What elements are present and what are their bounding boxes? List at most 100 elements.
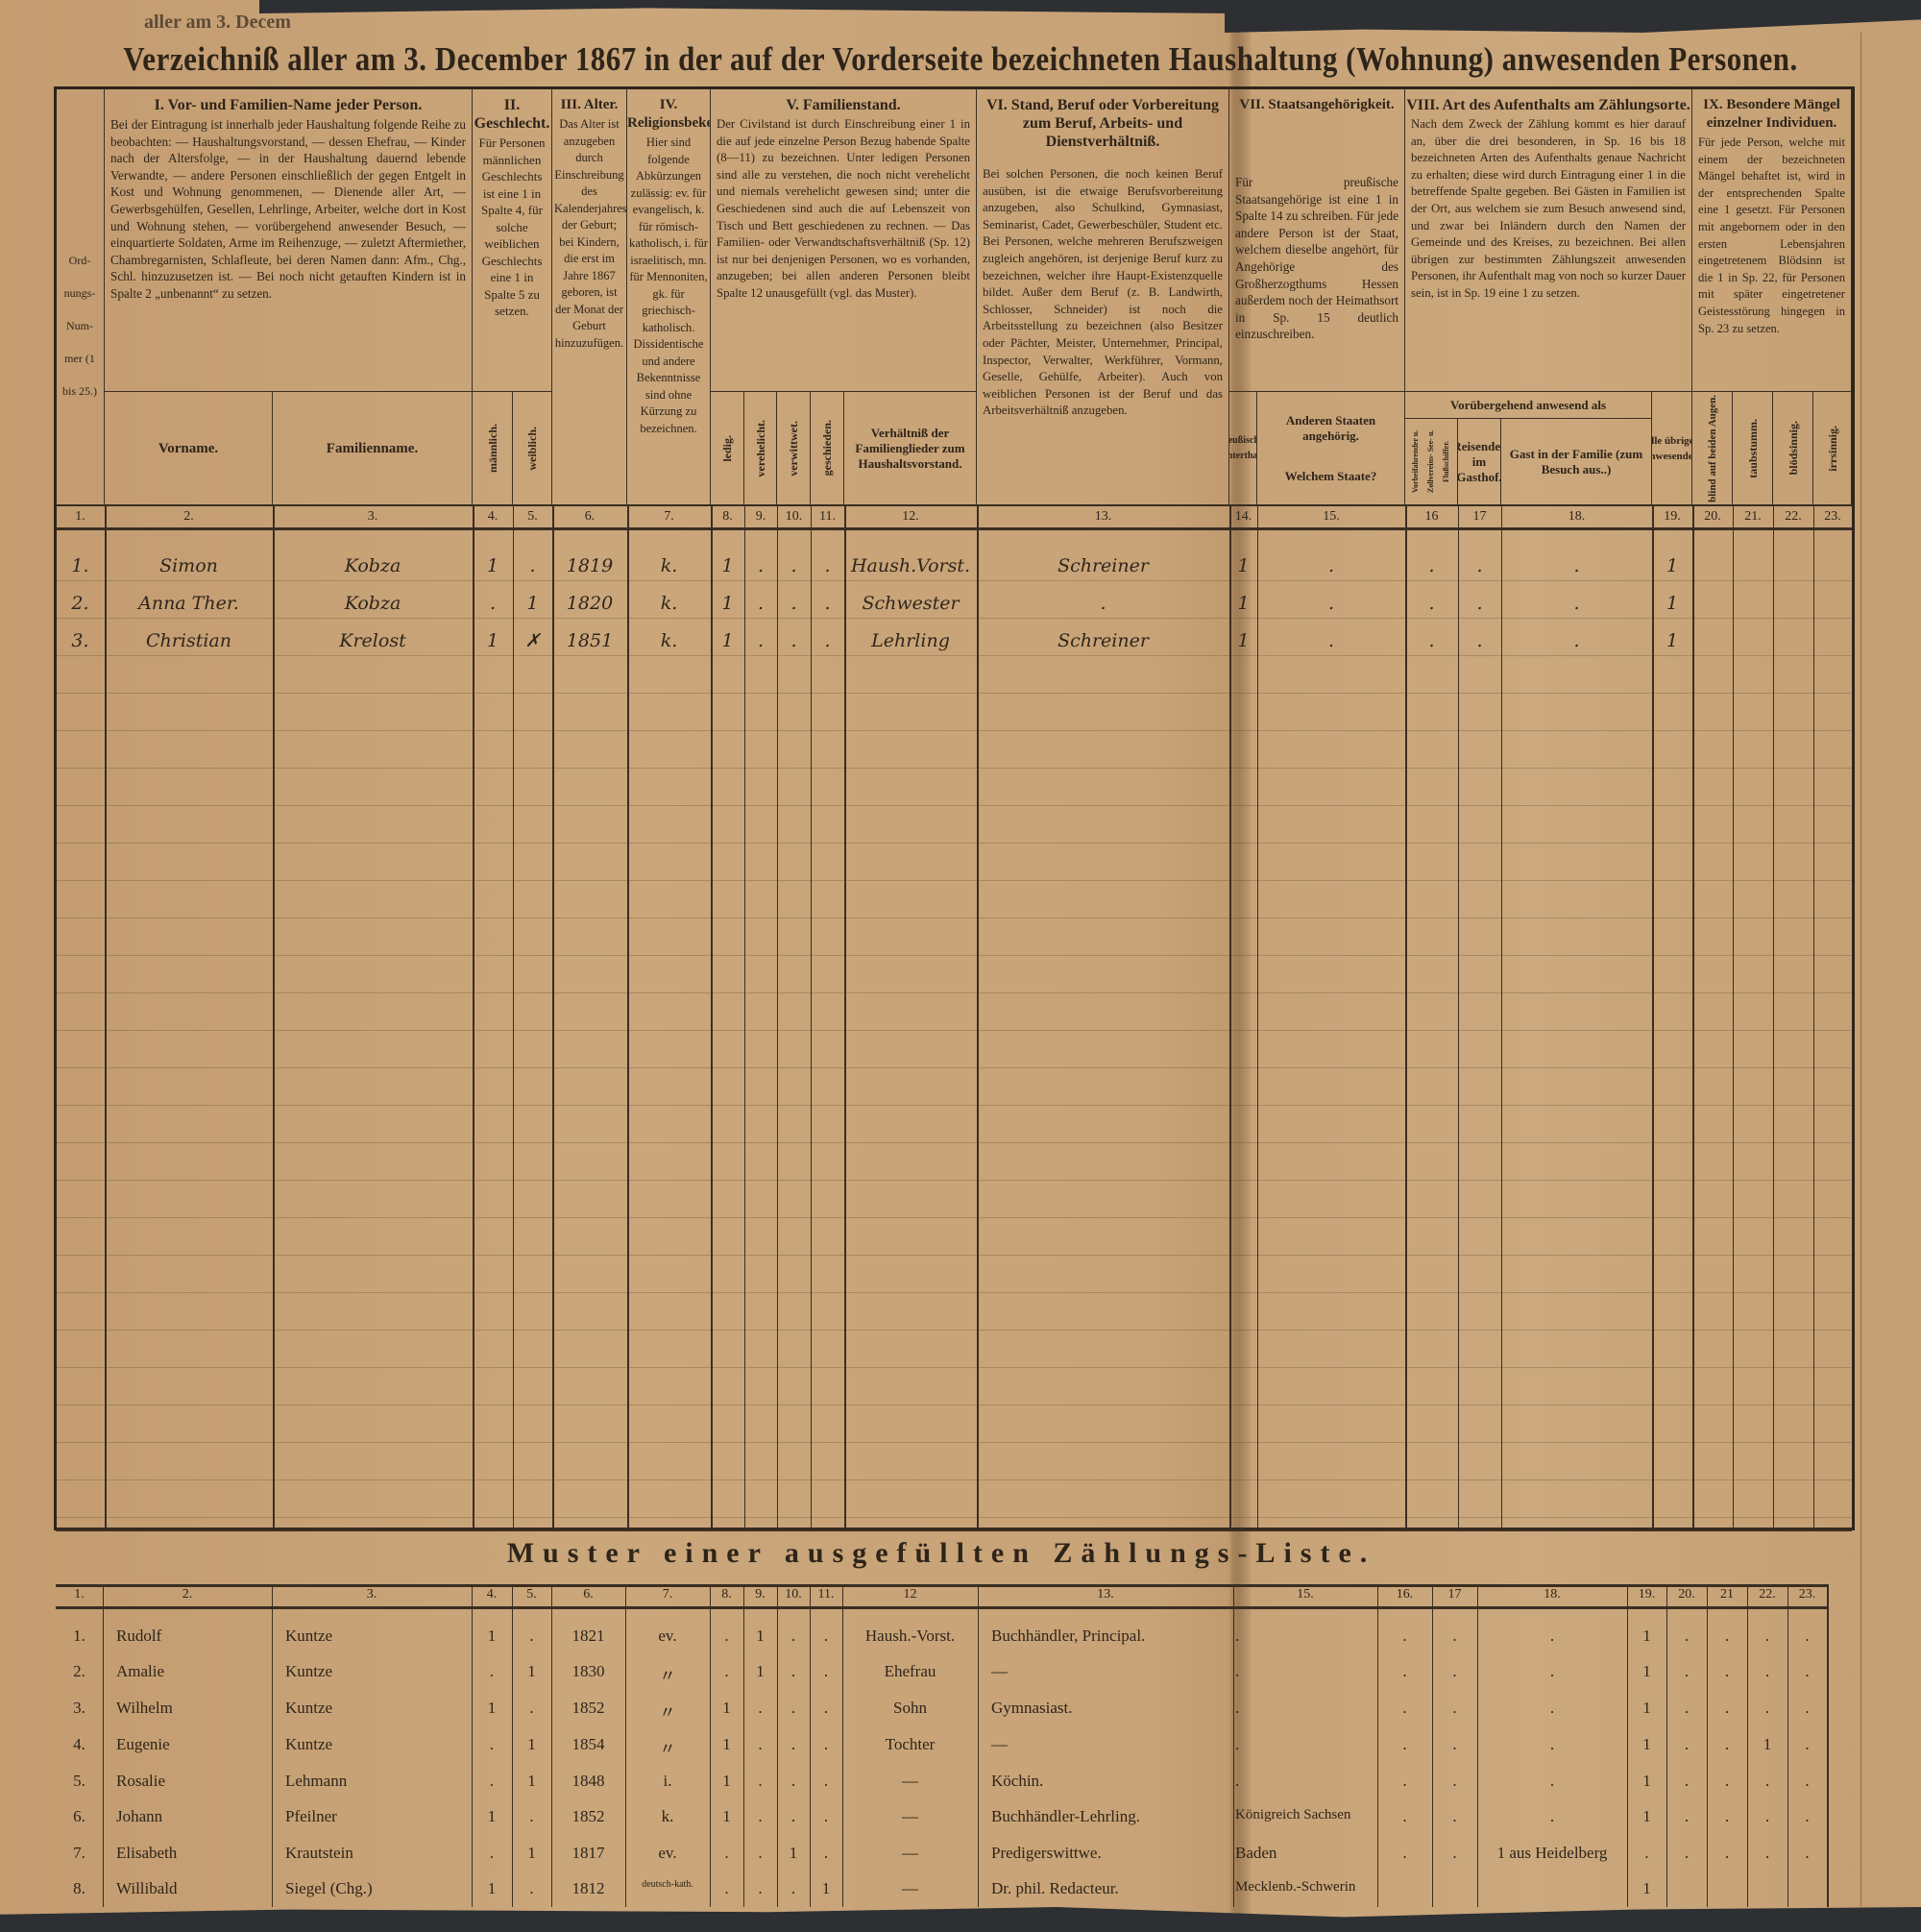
sample-cell: 1 xyxy=(821,1879,831,1897)
sample-cell: . xyxy=(1402,1772,1407,1790)
sample-cell: . xyxy=(790,1699,796,1717)
sample-cell: deutsch-kath. xyxy=(642,1879,693,1890)
sample-cell: . xyxy=(1452,1844,1457,1862)
sample-cell: . xyxy=(758,1699,763,1717)
handwritten-entry: . xyxy=(1327,593,1335,614)
sample-cell: . xyxy=(1684,1626,1690,1645)
sample-cell: . xyxy=(489,1735,495,1753)
column-line xyxy=(777,505,778,1528)
ruled-line xyxy=(56,1105,1852,1106)
sample-cell: Dr. phil. Redacteur. xyxy=(991,1879,1119,1897)
sample-cell: 1 xyxy=(1642,1772,1651,1790)
column-line xyxy=(844,505,846,1528)
sample-cell: Siegel (Chg.) xyxy=(285,1879,373,1897)
column-line xyxy=(1692,505,1694,1528)
header-preussisch: Preußischer Unterthan. xyxy=(1229,392,1257,505)
header-section-1: I. Vor- und Familien-Name jeder Person. … xyxy=(105,88,473,392)
ruled-line xyxy=(56,1217,1852,1218)
sample-cell: 1 xyxy=(756,1662,765,1680)
column-line xyxy=(1501,505,1502,1528)
ruled-line xyxy=(56,1442,1852,1443)
column-line xyxy=(552,505,554,1528)
handwritten-entry: . xyxy=(757,630,765,651)
sample-cell: Rosalie xyxy=(116,1772,165,1790)
ruled-line xyxy=(56,618,1852,619)
sample-column-number: 4. xyxy=(486,1587,498,1602)
sample-cell: . xyxy=(1805,1662,1810,1680)
divider xyxy=(56,1584,1827,1587)
sample-cell: Köchin. xyxy=(991,1772,1044,1790)
column-line xyxy=(513,505,514,1528)
sample-cell: Predigerswittwe. xyxy=(991,1844,1102,1862)
column-line xyxy=(744,505,745,1528)
sample-column-number: 8. xyxy=(721,1587,732,1602)
column-line xyxy=(1458,505,1459,1528)
handwritten-entry: ✗ xyxy=(524,630,541,651)
handwritten-entry: 1 xyxy=(1666,630,1679,651)
sample-cell: Haush.-Vorst. xyxy=(864,1626,956,1645)
sample-cell: . xyxy=(1452,1662,1457,1680)
sample-cell: . xyxy=(1402,1807,1407,1825)
handwritten-entry: 1 xyxy=(1237,630,1250,651)
sample-cell: . xyxy=(1235,1699,1240,1717)
sample-cell: 1 xyxy=(722,1699,731,1717)
column-number: 20. xyxy=(1704,509,1721,524)
sample-cell: . xyxy=(489,1772,495,1790)
column-number: 6. xyxy=(584,509,596,524)
handwritten-entry: . xyxy=(1428,630,1435,651)
sample-column-line xyxy=(710,1584,711,1907)
handwritten-entry: Kobza xyxy=(344,593,401,614)
sample-cell: . xyxy=(1549,1772,1555,1790)
sample-cell: 1 xyxy=(1642,1662,1651,1680)
sample-cell: . xyxy=(1684,1735,1690,1753)
sample-column-number: 20. xyxy=(1678,1587,1695,1602)
handwritten-entry: . xyxy=(757,555,765,576)
sample-cell: 1 xyxy=(1763,1735,1772,1753)
column-number: 23. xyxy=(1824,509,1841,524)
column-number: 10. xyxy=(785,509,803,524)
sample-cell: — xyxy=(902,1879,918,1897)
sample-cell: k. xyxy=(661,1807,674,1825)
sample-column-line xyxy=(978,1584,979,1907)
sample-cell: Pfeilner xyxy=(285,1807,337,1825)
header-geschieden: geschieden. xyxy=(811,392,844,505)
handwritten-entry: Haush.Vorst. xyxy=(850,555,971,576)
sample-cell: . xyxy=(724,1662,729,1680)
handwritten-entry: 1 xyxy=(486,555,499,576)
column-number: 9. xyxy=(755,509,766,524)
header-weiblich: weiblich. xyxy=(513,392,552,505)
sample-cell: 1 xyxy=(1642,1735,1651,1753)
handwritten-entry: 1820 xyxy=(566,593,614,614)
header-irrsinnig: irrsinnig. xyxy=(1813,392,1852,505)
header-section-2: II. Geschlecht. Für Personen männlichen … xyxy=(473,88,552,392)
sample-cell: 6. xyxy=(73,1807,85,1825)
column-line xyxy=(273,505,275,1528)
handwritten-entry: . xyxy=(1476,593,1483,614)
sample-cell: 1 xyxy=(1642,1807,1651,1825)
sample-cell: . xyxy=(1452,1807,1457,1825)
column-number: 17 xyxy=(1472,509,1487,524)
handwritten-entry: . xyxy=(529,555,536,576)
torn-fragment-text: aller am 3. Decem xyxy=(144,12,291,33)
sample-cell: ev. xyxy=(658,1844,677,1862)
sample-column-number: 17 xyxy=(1447,1587,1462,1602)
handwritten-entry: . xyxy=(824,630,831,651)
sample-column-line xyxy=(842,1584,843,1907)
column-line xyxy=(1773,505,1774,1528)
sample-cell: . xyxy=(1724,1772,1730,1790)
page-title: Verzeichniß aller am 3. December 1867 in… xyxy=(123,39,1798,79)
sample-column-number: 1. xyxy=(74,1587,85,1602)
sample-cell: . xyxy=(1764,1772,1770,1790)
sample-column-line xyxy=(1707,1584,1708,1907)
sample-cell: . xyxy=(790,1662,796,1680)
handwritten-entry: Christian xyxy=(146,630,231,651)
sample-cell: . xyxy=(1724,1844,1730,1862)
sample-cell: . xyxy=(823,1699,829,1717)
sample-cell: . xyxy=(758,1807,763,1825)
handwritten-entry: 1 xyxy=(721,555,734,576)
sample-column-line xyxy=(1377,1584,1378,1907)
sample-cell: — xyxy=(991,1735,1008,1753)
sample-cell: 1 xyxy=(527,1662,536,1680)
header-section-7: VII. Staatsangehörigkeit. Für preußische… xyxy=(1229,88,1405,392)
handwritten-entry: . xyxy=(1327,555,1335,576)
